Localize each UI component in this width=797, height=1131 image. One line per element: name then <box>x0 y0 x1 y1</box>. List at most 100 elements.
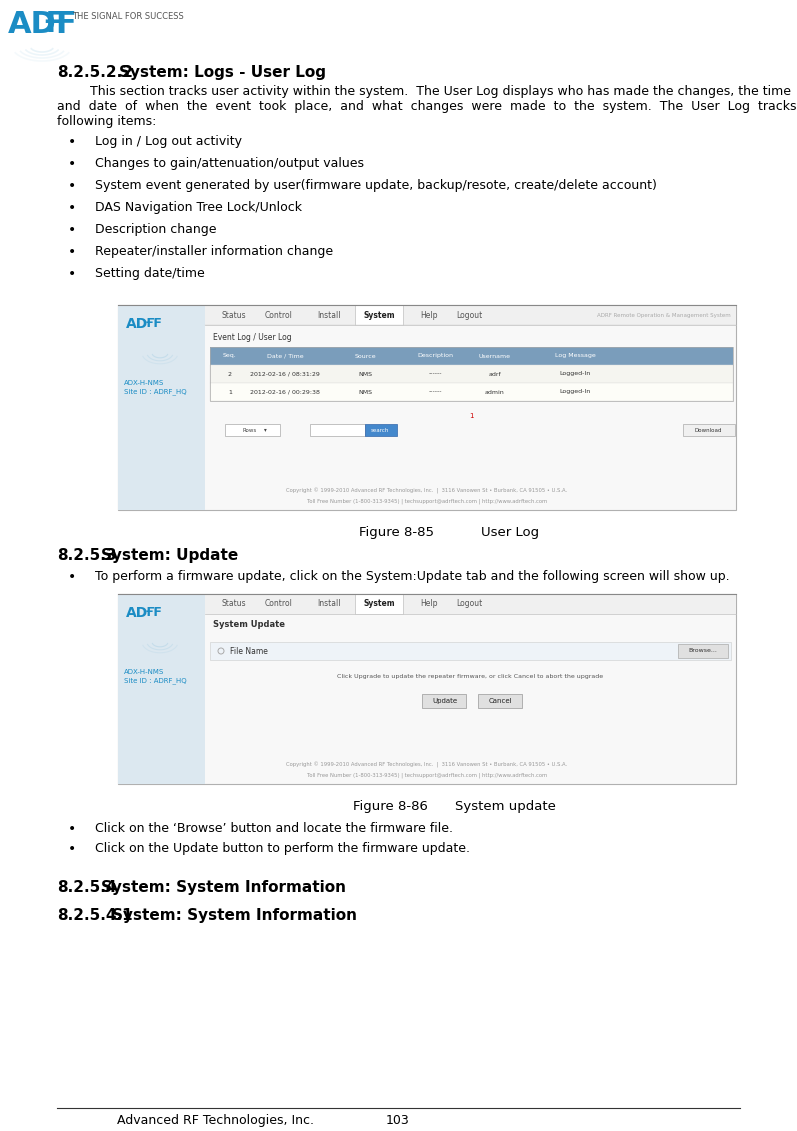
Bar <box>210 347 733 402</box>
Text: System: System <box>363 599 395 608</box>
Text: Rows: Rows <box>243 428 257 432</box>
Bar <box>422 694 466 708</box>
Text: Date / Time: Date / Time <box>267 354 304 359</box>
Text: Source: Source <box>354 354 376 359</box>
Text: Control: Control <box>265 599 293 608</box>
Text: System: Logs - User Log: System: Logs - User Log <box>119 64 326 80</box>
Bar <box>478 694 523 708</box>
Text: •: • <box>68 570 77 584</box>
Bar <box>210 365 733 383</box>
Text: Logged-In: Logged-In <box>559 389 591 395</box>
Text: search: search <box>371 428 389 432</box>
Text: System update: System update <box>454 800 556 813</box>
Text: Changes to gain/attenuation/output values: Changes to gain/attenuation/output value… <box>95 157 364 170</box>
Text: •: • <box>68 822 77 836</box>
Text: Click on the Update button to perform the firmware update.: Click on the Update button to perform th… <box>95 841 470 855</box>
Text: 8.2.5.4: 8.2.5.4 <box>57 880 116 895</box>
Bar <box>683 424 735 435</box>
Text: ▾: ▾ <box>264 428 266 432</box>
Text: •: • <box>68 201 77 215</box>
Text: Log in / Log out activity: Log in / Log out activity <box>95 135 242 148</box>
Text: and  date  of  when  the  event  took  place,  and  what  changes  were  made  t: and date of when the event took place, a… <box>57 100 797 113</box>
Text: ------: ------ <box>428 389 442 395</box>
Text: 2012-02-16 / 08:31:29: 2012-02-16 / 08:31:29 <box>250 371 320 377</box>
Text: ҒF: ҒF <box>146 606 163 619</box>
Text: Install: Install <box>317 311 341 319</box>
Text: Click on the ‘Browse’ button and locate the firmware file.: Click on the ‘Browse’ button and locate … <box>95 822 453 835</box>
Text: THE SIGNAL FOR SUCCESS: THE SIGNAL FOR SUCCESS <box>72 12 184 21</box>
Text: following items:: following items: <box>57 115 156 128</box>
Text: Browse...: Browse... <box>689 648 717 654</box>
Text: •: • <box>68 157 77 171</box>
Bar <box>225 424 280 435</box>
Bar <box>365 424 397 435</box>
Text: Help: Help <box>420 599 438 608</box>
Text: Status: Status <box>222 311 246 319</box>
Text: ------: ------ <box>428 371 442 377</box>
Text: Ғ: Ғ <box>44 10 62 38</box>
Text: Description: Description <box>417 354 453 359</box>
Text: ADX-H-NMS: ADX-H-NMS <box>124 380 164 386</box>
Text: Logged-In: Logged-In <box>559 371 591 377</box>
Text: NMS: NMS <box>358 371 372 377</box>
Bar <box>355 594 403 614</box>
Text: NMS: NMS <box>358 389 372 395</box>
Text: 8.2.5.4.1: 8.2.5.4.1 <box>57 908 132 923</box>
Text: Cancel: Cancel <box>489 698 512 703</box>
Text: •: • <box>68 267 77 280</box>
Text: 1: 1 <box>228 389 232 395</box>
Text: Advanced RF Technologies, Inc.: Advanced RF Technologies, Inc. <box>117 1114 314 1126</box>
Bar <box>355 305 403 325</box>
Text: Logout: Logout <box>456 599 482 608</box>
Text: 2012-02-16 / 00:29:38: 2012-02-16 / 00:29:38 <box>250 389 320 395</box>
Text: Figure 8-86: Figure 8-86 <box>352 800 427 813</box>
Text: File Name: File Name <box>230 647 268 656</box>
Text: •: • <box>68 179 77 193</box>
Text: To perform a firmware update, click on the System:Update tab and the following s: To perform a firmware update, click on t… <box>95 570 729 582</box>
Text: F: F <box>55 10 76 38</box>
Text: 8.2.5.3: 8.2.5.3 <box>57 549 116 563</box>
Text: System: System Information: System: System Information <box>101 880 346 895</box>
Text: •: • <box>68 841 77 856</box>
Text: User Log: User Log <box>481 526 539 539</box>
Text: Event Log / User Log: Event Log / User Log <box>213 333 292 342</box>
Text: Update: Update <box>432 698 457 703</box>
Text: Help: Help <box>420 311 438 319</box>
Text: Toll Free Number (1-800-313-9345) | techsupport@adrftech.com | http://www.adrfte: Toll Free Number (1-800-313-9345) | tech… <box>307 772 547 777</box>
Text: Site ID : ADRF_HQ: Site ID : ADRF_HQ <box>124 677 186 684</box>
Text: AD: AD <box>126 606 148 620</box>
Text: 8.2.5.2.2: 8.2.5.2.2 <box>57 64 133 80</box>
Text: Seq.: Seq. <box>223 354 237 359</box>
Text: •: • <box>68 135 77 149</box>
Text: Description change: Description change <box>95 223 217 236</box>
Text: System: System Information: System: System Information <box>112 908 357 923</box>
Text: •: • <box>68 245 77 259</box>
Bar <box>678 644 728 658</box>
Text: Username: Username <box>479 354 511 359</box>
Text: adrf: adrf <box>489 371 501 377</box>
Text: Site ID : ADRF_HQ: Site ID : ADRF_HQ <box>124 388 186 395</box>
Text: Repeater/installer information change: Repeater/installer information change <box>95 245 333 258</box>
Text: AD: AD <box>8 10 57 38</box>
Text: System: System <box>363 311 395 319</box>
Text: Status: Status <box>222 599 246 608</box>
Text: 1: 1 <box>469 413 473 418</box>
Text: Install: Install <box>317 599 341 608</box>
Text: Copyright © 1999-2010 Advanced RF Technologies, Inc.  |  3116 Vanowen St • Burba: Copyright © 1999-2010 Advanced RF Techno… <box>286 762 567 768</box>
Text: Setting date/time: Setting date/time <box>95 267 205 280</box>
Text: ADX-H-NMS: ADX-H-NMS <box>124 670 164 675</box>
Text: •: • <box>68 223 77 238</box>
Text: admin: admin <box>485 389 505 395</box>
Bar <box>118 305 205 510</box>
Text: AD: AD <box>126 317 148 331</box>
Text: ҒF: ҒF <box>146 317 163 330</box>
Text: Logout: Logout <box>456 311 482 319</box>
Text: Log Message: Log Message <box>555 354 595 359</box>
Bar <box>205 305 736 325</box>
Text: Figure 8-85: Figure 8-85 <box>359 526 434 539</box>
Text: Download: Download <box>694 428 722 432</box>
Text: System: Update: System: Update <box>101 549 238 563</box>
Bar <box>118 305 736 510</box>
Bar <box>118 594 205 784</box>
Bar <box>210 383 733 402</box>
